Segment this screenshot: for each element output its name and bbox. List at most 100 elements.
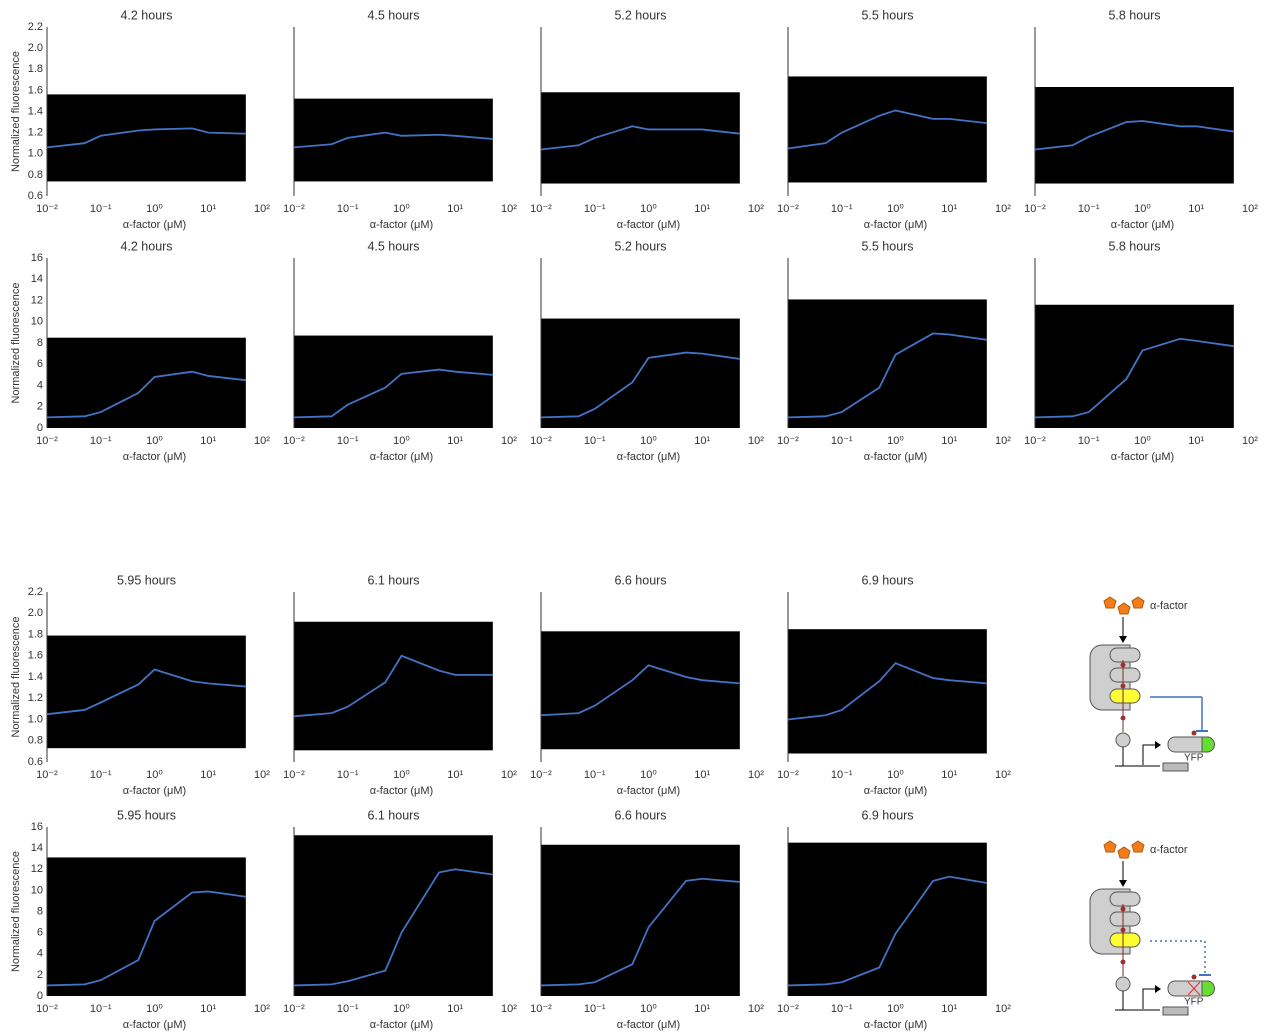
- x-tick-label: 10⁻²: [36, 1003, 58, 1015]
- data-line: [540, 125, 740, 151]
- y-tick-label: 0: [37, 990, 43, 1002]
- x-axis-label: α-factor (μM): [864, 1019, 927, 1031]
- chart-title: 4.2 hours: [120, 8, 172, 22]
- x-axis-label: α-factor (μM): [123, 219, 186, 231]
- x-axis-label: α-factor (μM): [617, 219, 680, 231]
- x-tick-label: 10⁰: [640, 769, 657, 781]
- inhibition-link: [1150, 940, 1206, 975]
- knockout-mark: [1187, 981, 1201, 996]
- x-tick-label: 10⁻¹: [831, 1003, 853, 1015]
- y-tick-label: 0.6: [28, 190, 43, 202]
- y-tick-label: 6: [37, 358, 43, 370]
- x-tick-label: 10²: [254, 1003, 270, 1015]
- x-tick-label: 10²: [748, 1003, 764, 1015]
- plot-background: [47, 94, 246, 182]
- x-tick-label: 10⁻²: [36, 769, 58, 781]
- data-line: [540, 877, 740, 987]
- chart-title: 5.5 hours: [861, 239, 913, 253]
- x-tick-label: 10⁻¹: [1078, 435, 1100, 447]
- plot-background: [788, 629, 987, 754]
- x-tick-label: 10⁻²: [777, 769, 799, 781]
- x-tick-label: 10⁰: [887, 435, 904, 447]
- plot-background: [541, 844, 740, 996]
- data-line: [293, 654, 493, 718]
- x-tick-label: 10²: [501, 1003, 517, 1015]
- y-tick-label: 14: [31, 842, 43, 854]
- x-tick-label: 10⁰: [640, 435, 657, 447]
- x-tick-label: 10⁻²: [777, 203, 799, 215]
- x-tick-label: 10²: [1242, 435, 1258, 447]
- x-axis-label: α-factor (μM): [1111, 451, 1174, 463]
- reporter-label: YFP: [1184, 997, 1204, 1008]
- chart-title: 4.2 hours: [120, 239, 172, 253]
- chart-title: 6.6 hours: [614, 573, 666, 587]
- plot-background: [47, 337, 246, 428]
- x-tick-label: 10⁰: [887, 203, 904, 215]
- x-tick-label: 10¹: [200, 1003, 216, 1015]
- x-tick-label: 10⁻²: [530, 769, 552, 781]
- y-tick-label: 2.0: [28, 607, 43, 619]
- x-tick-label: 10²: [254, 435, 270, 447]
- plot-background: [788, 76, 987, 183]
- data-line: [293, 868, 493, 987]
- x-tick-label: 10⁻¹: [90, 769, 112, 781]
- x-axis-label: α-factor (μM): [864, 219, 927, 231]
- ligand-label: α-factor: [1150, 600, 1188, 612]
- chart-title: 5.95 hours: [117, 808, 176, 822]
- x-tick-label: 10⁰: [146, 1003, 163, 1015]
- x-tick-label: 10¹: [941, 435, 957, 447]
- plot-background: [541, 92, 740, 184]
- ligand-label: α-factor: [1150, 844, 1188, 856]
- x-tick-label: 10²: [748, 203, 764, 215]
- chart-title: 5.5 hours: [861, 8, 913, 22]
- x-tick-label: 10²: [1242, 203, 1258, 215]
- x-tick-label: 10⁻²: [777, 435, 799, 447]
- x-axis-label: α-factor (μM): [123, 785, 186, 797]
- data-line: [787, 875, 987, 987]
- data-line: [46, 668, 246, 716]
- data-line: [1034, 120, 1234, 151]
- data-line: [540, 351, 740, 419]
- x-tick-label: 10⁻¹: [90, 1003, 112, 1015]
- chart-title: 5.95 hours: [117, 573, 176, 587]
- x-tick-label: 10⁻²: [283, 1003, 305, 1015]
- y-tick-label: 12: [31, 863, 43, 875]
- x-tick-label: 10⁻²: [530, 1003, 552, 1015]
- x-tick-label: 10⁰: [640, 203, 657, 215]
- x-tick-label: 10²: [501, 435, 517, 447]
- x-axis-label: α-factor (μM): [617, 785, 680, 797]
- x-tick-label: 10⁻¹: [337, 1003, 359, 1015]
- x-tick-label: 10⁻¹: [90, 203, 112, 215]
- x-tick-label: 10⁻¹: [584, 203, 606, 215]
- x-tick-label: 10¹: [941, 1003, 957, 1015]
- x-tick-label: 10¹: [941, 769, 957, 781]
- plot-background: [47, 635, 246, 749]
- data-line: [540, 664, 740, 717]
- x-tick-label: 10⁻²: [283, 203, 305, 215]
- plot-background: [541, 631, 740, 750]
- y-axis-label: Normalized fluorescence: [10, 851, 22, 972]
- x-tick-label: 10¹: [447, 1003, 463, 1015]
- y-tick-label: 2: [37, 969, 43, 981]
- y-tick-label: 2: [37, 401, 43, 413]
- x-tick-label: 10¹: [447, 769, 463, 781]
- y-tick-label: 1.0: [28, 148, 43, 160]
- x-tick-label: 10⁻²: [36, 203, 58, 215]
- x-tick-label: 10²: [748, 435, 764, 447]
- data-line: [1034, 337, 1234, 419]
- y-tick-label: 2.2: [28, 21, 43, 33]
- x-tick-label: 10⁻¹: [337, 435, 359, 447]
- y-tick-label: 0.6: [28, 756, 43, 768]
- plot-background: [294, 621, 493, 751]
- x-tick-label: 10¹: [200, 435, 216, 447]
- y-tick-label: 0.8: [28, 735, 43, 747]
- y-tick-label: 4: [37, 948, 43, 960]
- x-tick-label: 10¹: [200, 203, 216, 215]
- x-tick-label: 10⁻²: [777, 1003, 799, 1015]
- x-axis-label: α-factor (μM): [617, 451, 680, 463]
- x-tick-label: 10²: [995, 1003, 1011, 1015]
- x-tick-label: 10⁰: [393, 203, 410, 215]
- x-tick-label: 10²: [501, 769, 517, 781]
- data-line: [293, 131, 493, 149]
- x-tick-label: 10⁻¹: [1078, 203, 1100, 215]
